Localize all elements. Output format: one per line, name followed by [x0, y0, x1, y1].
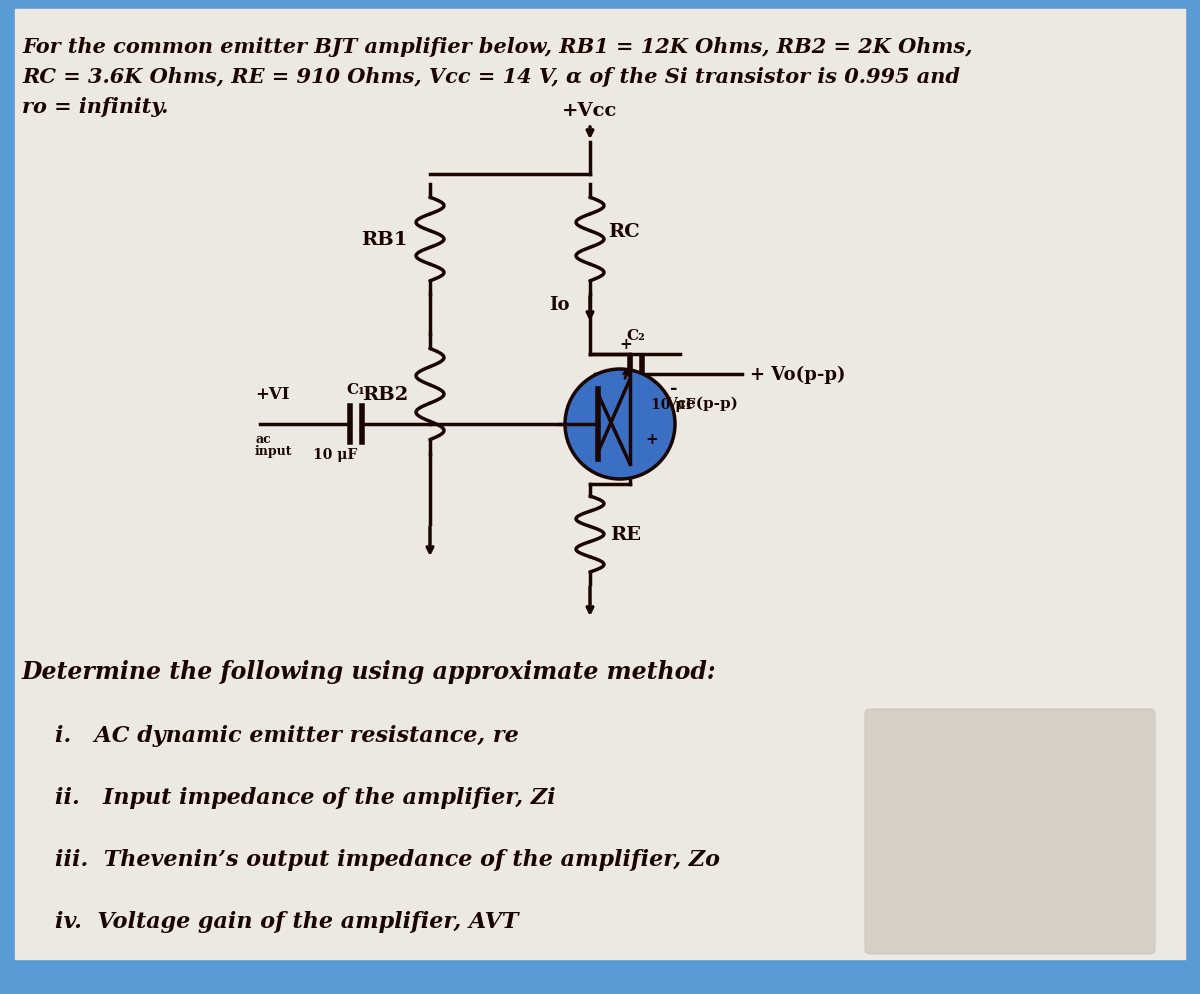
- Text: C₁: C₁: [347, 383, 365, 397]
- Text: +VI: +VI: [256, 386, 289, 403]
- Text: For the common emitter BJT amplifier below, RB1 = 12K Ohms, RB2 = 2K Ohms,: For the common emitter BJT amplifier bel…: [22, 37, 972, 57]
- Text: ro = infinity.: ro = infinity.: [22, 96, 168, 117]
- FancyBboxPatch shape: [14, 10, 1186, 959]
- Text: C₂: C₂: [626, 329, 646, 343]
- Text: ii.   Input impedance of the amplifier, Zi: ii. Input impedance of the amplifier, Zi: [55, 786, 556, 808]
- Circle shape: [565, 370, 674, 479]
- Text: 10 μF: 10 μF: [313, 447, 358, 461]
- Text: + Vo(p-p): + Vo(p-p): [750, 366, 846, 384]
- Text: -: -: [670, 380, 678, 398]
- FancyBboxPatch shape: [865, 710, 1154, 954]
- Text: RE: RE: [610, 526, 641, 544]
- Text: +: +: [646, 432, 658, 447]
- Text: RC: RC: [608, 223, 640, 241]
- Text: input: input: [256, 444, 293, 457]
- Text: +: +: [619, 337, 632, 352]
- Text: RB2: RB2: [361, 386, 408, 404]
- Text: Io: Io: [550, 295, 570, 314]
- Text: 10 μF: 10 μF: [650, 398, 695, 412]
- Text: iv.  Voltage gain of the amplifier, AVT: iv. Voltage gain of the amplifier, AVT: [55, 911, 518, 932]
- Text: iii.  Thevenin’s output impedance of the amplifier, Zo: iii. Thevenin’s output impedance of the …: [55, 848, 720, 870]
- Text: i.   AC dynamic emitter resistance, re: i. AC dynamic emitter resistance, re: [55, 725, 518, 746]
- Text: Determine the following using approximate method:: Determine the following using approximat…: [22, 659, 716, 683]
- Text: ac: ac: [256, 432, 271, 445]
- Text: RB1: RB1: [361, 231, 408, 248]
- Text: RC = 3.6K Ohms, RE = 910 Ohms, Vcc = 14 V, α of the Si transistor is 0.995 and: RC = 3.6K Ohms, RE = 910 Ohms, Vcc = 14 …: [22, 67, 960, 86]
- Text: +Vcc: +Vcc: [563, 102, 618, 120]
- Text: Vce(p-p): Vce(p-p): [665, 397, 738, 411]
